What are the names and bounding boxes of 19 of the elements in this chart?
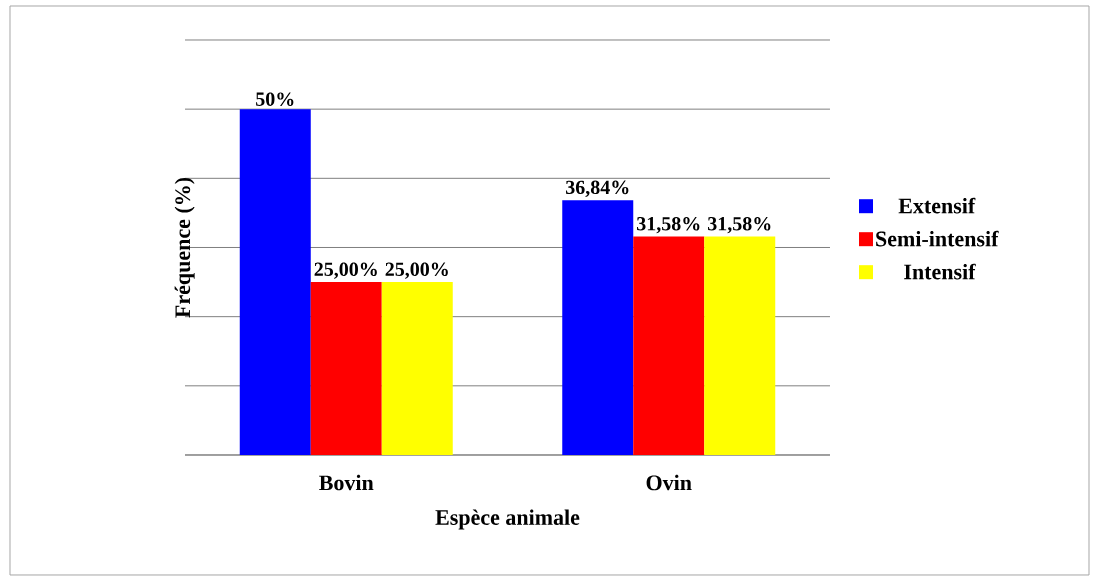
bar <box>562 200 634 455</box>
data-label: 31,58% <box>708 216 771 234</box>
bar <box>310 282 382 455</box>
bar <box>633 236 705 455</box>
data-label: 36,84% <box>566 180 629 197</box>
bar <box>704 236 776 455</box>
data-label: 25,00% <box>314 262 377 279</box>
bar <box>239 109 311 455</box>
x-tick-label: Ovin <box>646 474 692 491</box>
legend-label: Intensif <box>904 263 976 280</box>
x-axis-title: Espèce animale <box>435 509 580 530</box>
data-label: 31,58% <box>637 216 700 234</box>
x-tick-label: Bovin <box>319 474 374 491</box>
data-label: 25,00% <box>385 262 448 279</box>
legend-label: Semi-intensif <box>876 230 999 247</box>
legend-label: Extensif <box>898 197 976 214</box>
y-axis-title: Fréquence (%) <box>174 177 195 318</box>
bar <box>381 282 453 455</box>
data-label: 50% <box>256 92 294 106</box>
